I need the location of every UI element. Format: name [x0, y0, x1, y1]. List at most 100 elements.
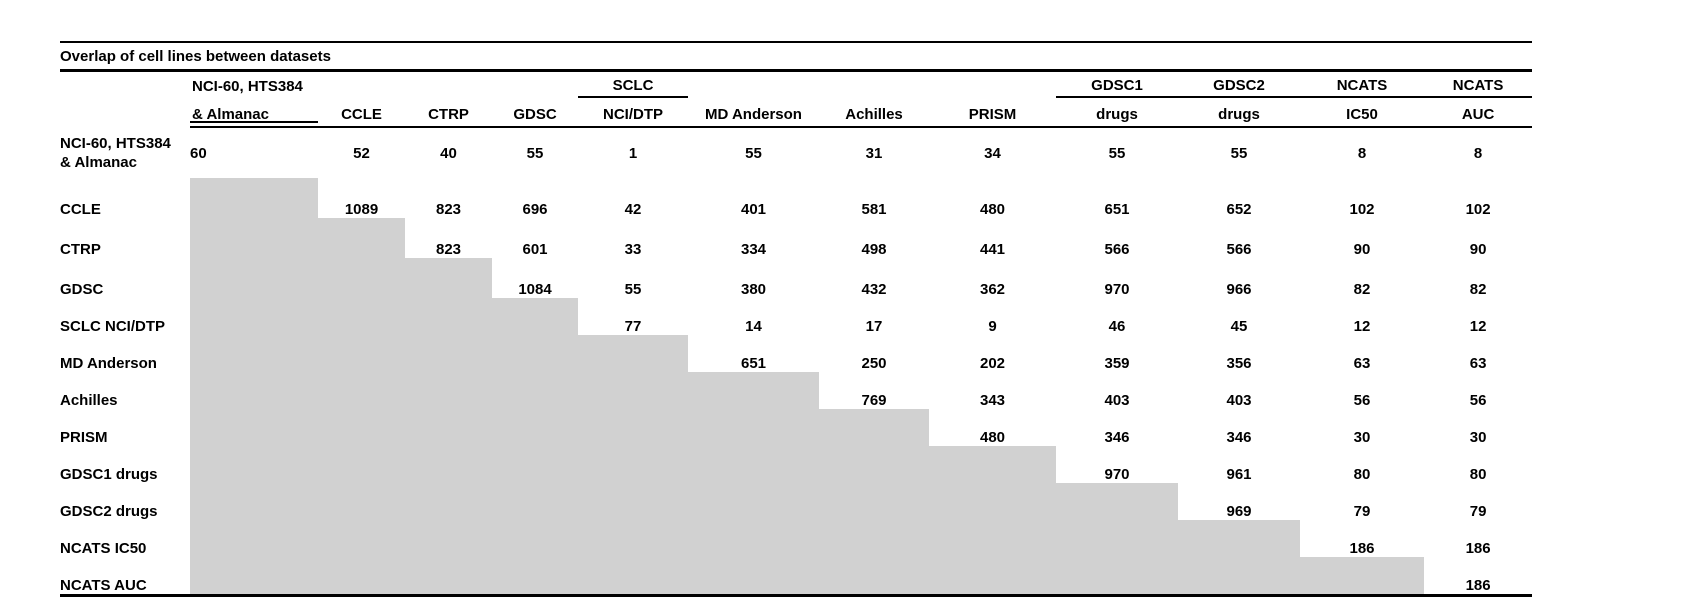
- overlap-value-cell: 186: [1424, 557, 1533, 597]
- col-header-bottom: Achilles: [819, 97, 929, 128]
- row-label: CCLE: [60, 201, 101, 218]
- overlap-value-cell: 33: [624, 241, 642, 258]
- overlap-value-cell: 823: [435, 201, 462, 218]
- row-label: NCATS IC50: [60, 540, 147, 557]
- col-header-top: NCI-60, HTS384: [192, 78, 303, 95]
- overlap-value-cell: 40: [440, 144, 457, 162]
- overlap-value-cell: 566: [1226, 241, 1252, 258]
- shaded-cell: [578, 372, 688, 409]
- overlap-value-cell: 14: [745, 318, 762, 335]
- col-header-top: NCATS: [1300, 70, 1424, 98]
- overlap-value-cell: 45: [1230, 318, 1248, 335]
- shaded-cell: [190, 520, 318, 557]
- overlap-value-cell: 12: [1469, 318, 1487, 335]
- shaded-cell: [929, 520, 1056, 557]
- shaded-cell: [1178, 557, 1300, 597]
- table-row: CTRP 823 601 33 334 498 441 566 566 90 90: [60, 218, 1532, 258]
- header-row-top: NCI-60, HTS384 SCLC GDSC1 GDSC2 NCATS NCATS: [60, 70, 1533, 98]
- overlap-value-cell: 186: [1349, 540, 1375, 557]
- overlap-value-cell: 90: [1469, 241, 1487, 258]
- overlap-value-cell: 77: [624, 318, 642, 335]
- shaded-cell: [688, 372, 819, 409]
- col-header-bottom: GDSC: [492, 97, 578, 128]
- overlap-value-cell: 30: [1353, 429, 1371, 446]
- row-label: MD Anderson: [60, 355, 157, 372]
- header-row-bottom: & Almanac CCLE CTRP GDSC NCI/DTP MD Anderson A…: [60, 97, 1533, 128]
- shaded-cell: [190, 483, 318, 520]
- shaded-cell: [318, 557, 405, 597]
- shaded-cell: [929, 557, 1056, 597]
- overlap-value-cell: 403: [1104, 392, 1130, 409]
- overlap-value-cell: 380: [740, 281, 767, 298]
- shaded-cell: [405, 258, 492, 298]
- col-header-bottom: IC50: [1300, 97, 1424, 128]
- col-header-top: [688, 71, 819, 98]
- overlap-value-cell: 46: [1108, 318, 1126, 335]
- overlap-value-cell: 1: [628, 144, 638, 162]
- overlap-value-cell: 102: [1349, 201, 1375, 218]
- shaded-cell: [405, 372, 492, 409]
- shaded-cell: [1178, 520, 1300, 557]
- shaded-cell: [688, 446, 819, 483]
- overlap-value-cell: 55: [526, 144, 544, 162]
- overlap-value-cell: 696: [522, 201, 548, 218]
- col-header-bottom: AUC: [1424, 97, 1533, 128]
- shaded-cell: [492, 409, 578, 446]
- col-header-top: GDSC1: [1056, 70, 1178, 98]
- shaded-cell: [819, 557, 929, 597]
- shaded-cell: [492, 372, 578, 409]
- col-header-top: [318, 71, 405, 98]
- shaded-cell: [405, 557, 492, 597]
- shaded-cell: [492, 298, 578, 335]
- shaded-cell: [190, 446, 318, 483]
- col-header-bottom: drugs: [1178, 97, 1300, 128]
- shaded-cell: [190, 218, 318, 258]
- overlap-value-cell: 356: [1226, 355, 1252, 372]
- shaded-cell: [1056, 557, 1178, 597]
- shaded-cell: [318, 409, 405, 446]
- shaded-cell: [318, 298, 405, 335]
- overlap-value-cell: 56: [1353, 392, 1371, 409]
- col-header-bottom: CTRP: [405, 97, 492, 128]
- overlap-value-cell: 601: [522, 241, 548, 258]
- table-row: NCATS IC50 186 186: [60, 520, 1532, 557]
- shaded-cell: [318, 483, 405, 520]
- overlap-value-cell: 8: [1357, 144, 1367, 162]
- overlap-value-cell: 401: [740, 201, 767, 218]
- shaded-cell: [929, 483, 1056, 520]
- table-row: GDSC2 drugs 969 79 79: [60, 483, 1532, 520]
- overlap-value-cell: 79: [1469, 503, 1487, 520]
- shaded-cell: [405, 335, 492, 372]
- col-header-top: SCLC: [578, 70, 688, 98]
- shaded-cell: [318, 372, 405, 409]
- col-header-bottom: NCI/DTP: [578, 97, 688, 128]
- overlap-value-cell: 970: [1104, 466, 1130, 483]
- overlap-value-cell: 581: [861, 201, 887, 218]
- shaded-cell: [578, 483, 688, 520]
- overlap-value-cell: 56: [1469, 392, 1487, 409]
- col-header-top: [819, 71, 929, 98]
- shaded-cell: [492, 335, 578, 372]
- row-label: GDSC1 drugs: [60, 466, 158, 483]
- row-label: NCI-60, HTS384 & Almanac: [60, 127, 190, 178]
- row-label: SCLC NCI/DTP: [60, 318, 165, 335]
- overlap-value-cell: 9: [988, 318, 997, 335]
- overlap-value-cell: 652: [1226, 201, 1252, 218]
- header-corner-spacer: [60, 97, 190, 127]
- col-header-bottom: MD Anderson: [688, 97, 819, 128]
- row-label: GDSC2 drugs: [60, 503, 158, 520]
- overlap-value-cell: 80: [1353, 466, 1371, 483]
- overlap-value-cell: 80: [1469, 466, 1487, 483]
- shaded-cell: [819, 520, 929, 557]
- shaded-cell: [578, 557, 688, 597]
- overlap-table: Overlap of cell lines between datasets N…: [60, 41, 1533, 597]
- shaded-cell: [492, 483, 578, 520]
- shaded-cell: [318, 520, 405, 557]
- row-label: PRISM: [60, 429, 108, 446]
- overlap-value-cell: 42: [624, 201, 642, 218]
- overlap-value-cell: 52: [353, 144, 370, 162]
- overlap-value-cell: 90: [1353, 241, 1371, 258]
- table-row: NCATS AUC 186: [60, 557, 1533, 597]
- shaded-cell: [492, 520, 578, 557]
- shaded-cell: [318, 446, 405, 483]
